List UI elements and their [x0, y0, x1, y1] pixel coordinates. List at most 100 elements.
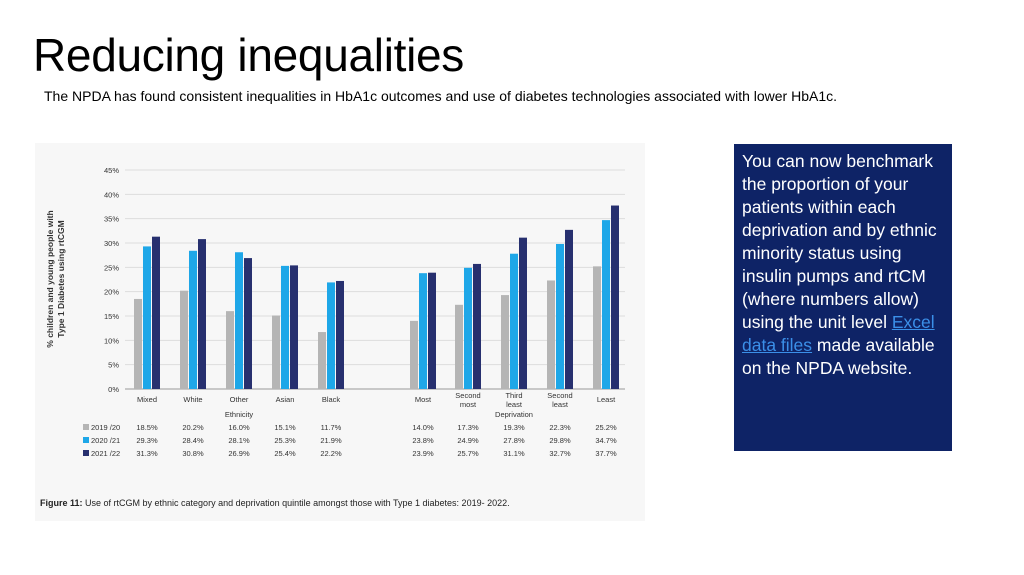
y-tick-label: 35% — [104, 215, 119, 224]
data-label: 15.1% — [274, 423, 296, 432]
slide-subtitle: The NPDA has found consistent inequaliti… — [44, 88, 838, 104]
bar-202021-mixed — [143, 246, 151, 389]
data-label: 11.7% — [321, 423, 342, 432]
x-category-label: least — [552, 400, 569, 409]
bar-202021-third-least — [510, 253, 518, 389]
bar-201920-third-least — [501, 295, 509, 389]
x-category-label: Black — [322, 395, 341, 404]
data-label: 22.3% — [549, 423, 571, 432]
figure-caption-text: Use of rtCGM by ethnic category and depr… — [83, 498, 510, 508]
slide-title: Reducing inequalities — [33, 29, 464, 81]
x-category-label: Most — [415, 395, 432, 404]
legend-label: 2021 /22 — [91, 449, 120, 458]
bar-202021-asian — [281, 265, 289, 389]
bar-201920-least — [593, 266, 601, 389]
data-label: 26.9% — [228, 449, 250, 458]
legend-label: 2020 /21 — [91, 436, 120, 445]
bar-201920-white — [180, 290, 188, 389]
data-label: 19.3% — [503, 423, 525, 432]
data-label: 31.3% — [136, 449, 158, 458]
info-box: You can now benchmark the proportion of … — [734, 144, 952, 451]
bar-202021-other — [235, 252, 243, 389]
data-label: 29.3% — [136, 436, 158, 445]
figure-panel: 0% 5% 10% 15% 20% 25% 30% 35% 40% 45% % children a… — [35, 143, 645, 521]
x-category-label: Second — [547, 391, 572, 400]
x-group-label-ethnicity: Ethnicity — [225, 410, 254, 419]
bar-202122-least — [611, 205, 619, 389]
legend-swatch — [83, 424, 89, 430]
data-label: 18.5% — [136, 423, 158, 432]
legend-swatch — [83, 450, 89, 456]
data-label: 22.2% — [320, 449, 342, 458]
bar-201920-mixed — [134, 298, 142, 389]
data-label: 25.4% — [274, 449, 296, 458]
bar-202122-third-least — [519, 237, 527, 389]
bar-202122-second-least — [565, 229, 573, 389]
data-label: 25.2% — [595, 423, 617, 432]
data-label: 16.0% — [228, 423, 250, 432]
bar-201920-most — [410, 320, 418, 389]
data-label: 23.9% — [412, 449, 434, 458]
x-category-label: least — [506, 400, 523, 409]
x-category-label: Mixed — [137, 395, 157, 404]
data-label: 20.2% — [182, 423, 204, 432]
data-label: 37.7% — [595, 449, 617, 458]
bar-202122-mixed — [152, 236, 160, 389]
data-label: 25.7% — [457, 449, 479, 458]
data-label: 28.4% — [182, 436, 204, 445]
y-tick-label: 30% — [104, 239, 119, 248]
figure-caption: Figure 11: Use of rtCGM by ethnic catego… — [40, 498, 510, 508]
legend-swatch — [83, 437, 89, 443]
x-group-label-deprivation: Deprivation — [495, 410, 533, 419]
x-category-label: Second — [455, 391, 480, 400]
data-label: 23.8% — [412, 436, 434, 445]
bar-202021-second-least — [556, 243, 564, 389]
data-label: 25.3% — [274, 436, 296, 445]
legend-label: 2019 /20 — [91, 423, 120, 432]
y-axis-label-line1: % children and young people with — [45, 210, 55, 347]
data-label: 21.9% — [320, 436, 342, 445]
x-category-label: Least — [597, 395, 616, 404]
info-box-text-before: You can now benchmark the proportion of … — [742, 151, 937, 332]
bar-202122-second-most — [473, 263, 481, 389]
bar-202122-black — [336, 280, 344, 389]
bar-201920-second-most — [455, 304, 463, 389]
bar-202021-white — [189, 250, 197, 389]
y-tick-label: 25% — [104, 263, 119, 272]
bar-201920-black — [318, 332, 326, 389]
data-label: 29.8% — [549, 436, 571, 445]
figure-caption-label: Figure 11: — [40, 498, 83, 508]
x-category-label: Other — [230, 395, 249, 404]
bar-202122-asian — [290, 265, 298, 389]
data-label: 27.8% — [503, 436, 525, 445]
bar-201920-second-least — [547, 280, 555, 389]
y-axis-label-line2: Type 1 Diabetes using rtCGM — [56, 220, 66, 337]
y-tick-label: 0% — [108, 385, 119, 394]
data-label: 31.1% — [503, 449, 525, 458]
bar-202021-second-most — [464, 267, 472, 389]
bar-202021-most — [419, 273, 427, 389]
data-label: 14.0% — [412, 423, 434, 432]
data-label: 17.3% — [457, 423, 479, 432]
bar-201920-other — [226, 311, 234, 389]
data-label: 30.8% — [182, 449, 204, 458]
y-tick-label: 20% — [104, 288, 119, 297]
y-tick-label: 10% — [104, 336, 119, 345]
info-box-text-after: made available on the NPDA website. — [742, 335, 935, 378]
bar-201920-asian — [272, 315, 280, 389]
y-tick-label: 45% — [104, 166, 119, 175]
bar-202122-most — [428, 272, 436, 389]
data-label: 24.9% — [457, 436, 479, 445]
excel-data-files-link[interactable]: Excel data files — [742, 312, 935, 355]
x-category-label: most — [460, 400, 477, 409]
x-category-label: Asian — [276, 395, 295, 404]
y-tick-label: 5% — [108, 361, 119, 370]
bar-202021-least — [602, 220, 610, 389]
data-label: 34.7% — [595, 436, 617, 445]
y-tick-label: 15% — [104, 312, 119, 321]
x-category-label: Third — [505, 391, 522, 400]
data-label: 32.7% — [549, 449, 571, 458]
x-category-label: White — [183, 395, 202, 404]
bar-202122-other — [244, 258, 252, 389]
y-tick-label: 40% — [104, 190, 119, 199]
